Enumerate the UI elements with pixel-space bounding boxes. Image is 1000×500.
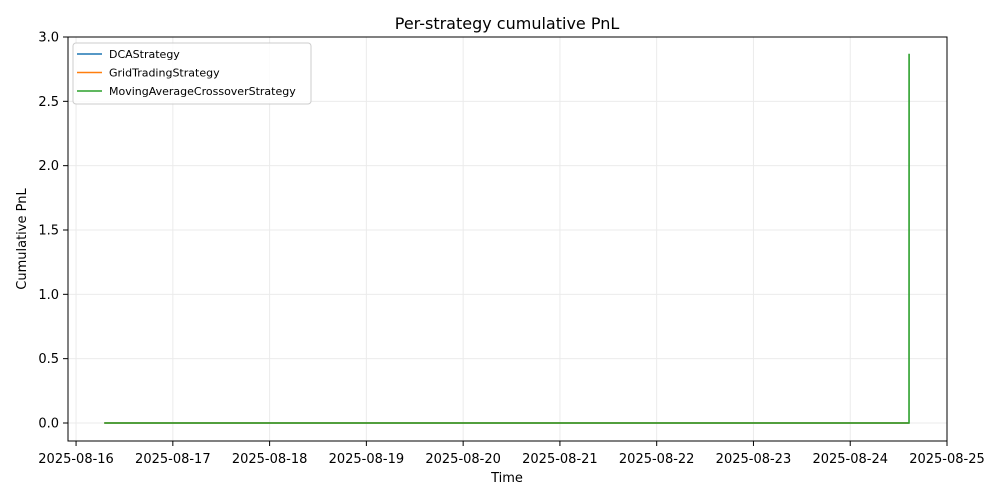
y-axis-label: Cumulative PnL [15, 188, 30, 290]
y-axis: 0.0 0.5 1.0 1.5 2.0 2.5 3.0 [38, 31, 68, 431]
series-line-2 [104, 53, 910, 424]
y-tick-label: 2.0 [38, 159, 59, 174]
x-axis-label: Time [490, 471, 523, 486]
legend-label-2: MovingAverageCrossoverStrategy [109, 85, 296, 98]
x-tick-label: 2025-08-25 [909, 452, 985, 467]
legend-box [72, 42, 312, 105]
y-tick-label: 0.0 [38, 416, 59, 431]
x-tick-label: 2025-08-21 [522, 452, 598, 467]
legend-label-1: GridTradingStrategy [109, 67, 220, 80]
legend: DCAStrategy GridTradingStrategy MovingAver… [72, 42, 312, 105]
y-tick-label: 0.5 [38, 352, 59, 367]
y-tick-label: 1.0 [38, 288, 59, 303]
legend-label-0: DCAStrategy [109, 48, 180, 61]
x-tick-label: 2025-08-18 [232, 452, 308, 467]
chart-title: Per-strategy cumulative PnL [395, 14, 620, 33]
y-tick-label: 1.5 [38, 223, 59, 238]
x-tick-label: 2025-08-19 [329, 452, 405, 467]
x-tick-label: 2025-08-20 [425, 452, 501, 467]
x-tick-label: 2025-08-17 [135, 452, 211, 467]
plot-frame [67, 36, 948, 442]
x-tick-label: 2025-08-23 [716, 452, 792, 467]
y-tick-label: 3.0 [38, 31, 59, 46]
x-axis: 2025-08-16 2025-08-17 2025-08-18 2025-08-19… [38, 441, 985, 467]
series-lines [104, 53, 910, 424]
x-tick-label: 2025-08-24 [812, 452, 888, 467]
y-tick-label: 2.5 [38, 95, 59, 110]
x-tick-label: 2025-08-16 [38, 452, 114, 467]
x-tick-label: 2025-08-22 [619, 452, 695, 467]
